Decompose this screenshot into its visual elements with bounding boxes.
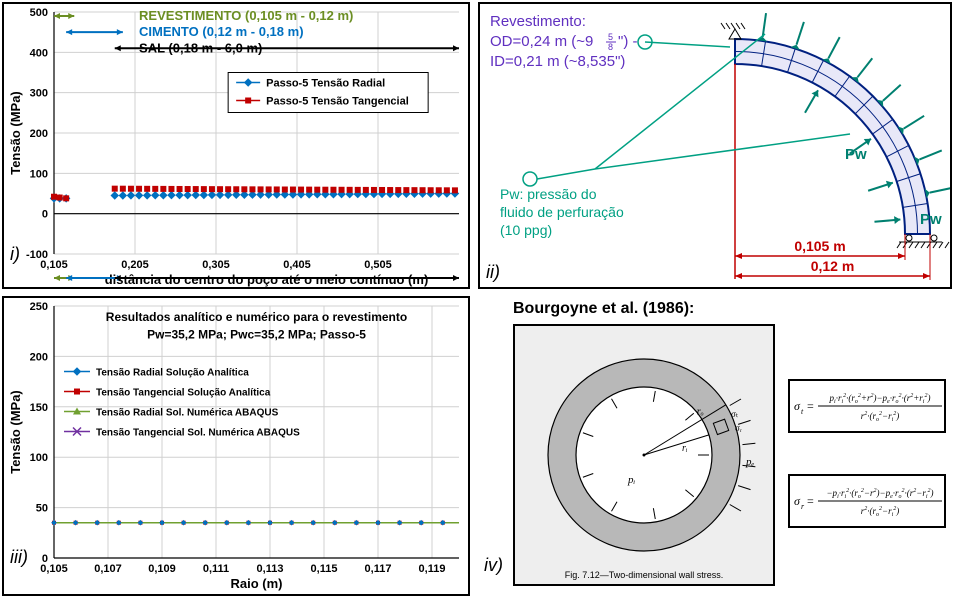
panel-chart-i: -10001002003004005000,1050,2050,3050,405…	[2, 2, 470, 289]
svg-text:rᵢ: rᵢ	[682, 443, 688, 454]
ring-figure-box: rᵢrₒpᵢpₑσₜσᵣFig. 7.12—Two-dimensional wa…	[513, 324, 775, 586]
schematic-svg: PwPwPwPw0,105 m0,12 mRevestimento:OD=0,2…	[480, 4, 950, 287]
panel-schematic-ii: PwPwPwPw0,105 m0,12 mRevestimento:OD=0,2…	[478, 2, 952, 289]
svg-text:0,109: 0,109	[148, 563, 176, 575]
svg-text:50: 50	[36, 503, 48, 515]
svg-text:200: 200	[30, 128, 48, 140]
svg-text:Passo-5 Tensão Radial: Passo-5 Tensão Radial	[266, 78, 385, 90]
svg-text:100: 100	[30, 168, 48, 180]
svg-text:Tensão Tangencial Sol. Numéric: Tensão Tangencial Sol. Numérica ABAQUS	[96, 428, 300, 439]
svg-text:Tensão (MPa): Tensão (MPa)	[8, 390, 23, 474]
svg-text:CIMENTO (0,12 m - 0,18 m): CIMENTO (0,12 m - 0,18 m)	[139, 24, 303, 39]
svg-text:0,205: 0,205	[121, 259, 149, 271]
svg-text:0,105: 0,105	[40, 259, 68, 271]
svg-text:Pw: pressão do: Pw: pressão do	[500, 186, 597, 202]
svg-text:Tensão (MPa): Tensão (MPa)	[8, 91, 23, 175]
svg-text:0,12 m: 0,12 m	[811, 258, 855, 274]
svg-text:OD=0,24 m (~9: OD=0,24 m (~9	[490, 33, 593, 50]
svg-text:8: 8	[608, 42, 613, 52]
svg-text:Tensão Tangencial Solução Anal: Tensão Tangencial Solução Analítica	[96, 388, 271, 399]
eq-sigma-r: σ r = −pi·ri2·(ro2−r2)−pe·ro2·(r2−ri2) r…	[788, 474, 946, 528]
svg-text:Pw=35,2 MPa; Pwc=35,2 MPa; Pas: Pw=35,2 MPa; Pwc=35,2 MPa; Passo-5	[147, 327, 366, 341]
svg-text:SAL (0,18 m - 6,0 m): SAL (0,18 m - 6,0 m)	[139, 40, 262, 55]
svg-text:r: r	[801, 502, 805, 511]
panel-chart-iii: 0501001502002500,1050,1070,1090,1110,113…	[2, 296, 470, 596]
panel-label-i: i)	[10, 244, 20, 265]
svg-text:−pi·ri2·(ro2−r2)−pe·ro2·(r2−ri: −pi·ri2·(ro2−r2)−pe·ro2·(r2−ri2)	[826, 488, 933, 500]
svg-text:t: t	[801, 407, 804, 416]
svg-text:σ: σ	[794, 399, 801, 413]
svg-text:Raio (m): Raio (m)	[231, 576, 283, 591]
svg-text:0,117: 0,117	[365, 563, 392, 575]
svg-text:0,107: 0,107	[94, 563, 122, 575]
svg-text:0,305: 0,305	[202, 259, 230, 271]
svg-text:r2·(ro2−ri2): r2·(ro2−ri2)	[861, 506, 900, 518]
svg-text:r2·(ro2−ri2): r2·(ro2−ri2)	[861, 411, 900, 423]
svg-text:Pw: Pw	[845, 146, 867, 163]
svg-text:=: =	[807, 494, 814, 508]
svg-text:0: 0	[42, 209, 48, 221]
svg-text:ID=0,21 m (~8,535"): ID=0,21 m (~8,535")	[490, 53, 625, 70]
svg-text:0,405: 0,405	[283, 259, 311, 271]
svg-text:5: 5	[608, 32, 613, 42]
svg-text:fluido de perfuração: fluido de perfuração	[500, 204, 624, 220]
svg-text:500: 500	[30, 7, 48, 19]
svg-text:Revestimento:: Revestimento:	[490, 13, 586, 30]
svg-text:150: 150	[30, 402, 48, 414]
svg-text:0,105 m: 0,105 m	[794, 238, 845, 254]
svg-text:0,119: 0,119	[419, 563, 446, 575]
svg-text:σₜ: σₜ	[731, 409, 739, 419]
bourgoyne-ref: Bourgoyne et al. (1986):	[513, 300, 948, 318]
svg-text:Passo-5 Tensão Tangencial: Passo-5 Tensão Tangencial	[266, 96, 409, 108]
panel-label-ii: ii)	[486, 262, 500, 283]
svg-text:(10 ppg): (10 ppg)	[500, 222, 552, 238]
svg-text:pᵢ: pᵢ	[627, 474, 636, 486]
svg-text:=: =	[807, 399, 814, 413]
svg-text:rₒ: rₒ	[697, 407, 704, 418]
svg-text:100: 100	[30, 452, 48, 464]
svg-text:Tensão Radial Solução Analític: Tensão Radial Solução Analítica	[96, 368, 249, 379]
svg-text:distância do centro do poço at: distância do centro do poço até o meio c…	[105, 272, 429, 287]
chart-i-svg: -10001002003004005000,1050,2050,3050,405…	[4, 4, 468, 287]
svg-text:300: 300	[30, 88, 48, 100]
panel-label-iii: iii)	[10, 547, 28, 568]
svg-text:") -: ") -	[618, 33, 637, 50]
svg-text:Tensão Radial Sol. Numérica AB: Tensão Radial Sol. Numérica ABAQUS	[96, 408, 279, 419]
svg-text:200: 200	[30, 351, 48, 363]
svg-text:0,105: 0,105	[40, 563, 68, 575]
chart-iii-svg: 0501001502002500,1050,1070,1090,1110,113…	[4, 298, 468, 594]
ring-svg: rᵢrₒpᵢpₑσₜσᵣFig. 7.12—Two-dimensional wa…	[515, 326, 773, 584]
svg-text:pi·ri2·(ro2+r2)−pe·ro2·(r2+ri2: pi·ri2·(ro2+r2)−pe·ro2·(r2+ri2)	[829, 393, 931, 405]
panel-label-iv: iv)	[484, 555, 503, 576]
svg-text:Resultados analítico e numéric: Resultados analítico e numérico para o r…	[106, 310, 407, 324]
svg-text:Fig. 7.12—Two-dimensional wall: Fig. 7.12—Two-dimensional wall stress.	[565, 570, 724, 580]
panel-bourgoyne-iv: Bourgoyne et al. (1986): rᵢrₒpᵢpₑσₜσᵣFig…	[478, 296, 952, 596]
svg-text:REVESTIMENTO (0,105 m - 0,12 m: REVESTIMENTO (0,105 m - 0,12 m)	[139, 8, 353, 23]
svg-text:250: 250	[30, 301, 48, 313]
eq-t-svg: σ t = pi·ri2·(ro2+r2)−pe·ro2·(r2+ri2) r2…	[792, 385, 946, 427]
svg-text:σᵣ: σᵣ	[735, 423, 742, 433]
svg-text:Pw: Pw	[920, 211, 942, 228]
svg-text:0,113: 0,113	[257, 563, 284, 575]
svg-text:0,505: 0,505	[364, 259, 392, 271]
svg-text:0,111: 0,111	[203, 563, 229, 575]
svg-text:σ: σ	[794, 494, 801, 508]
svg-text:0,115: 0,115	[311, 563, 338, 575]
eq-sigma-t: σ t = pi·ri2·(ro2+r2)−pe·ro2·(r2+ri2) r2…	[788, 379, 946, 433]
eq-r-svg: σ r = −pi·ri2·(ro2−r2)−pe·ro2·(r2−ri2) r…	[792, 480, 946, 522]
svg-text:400: 400	[30, 47, 48, 59]
